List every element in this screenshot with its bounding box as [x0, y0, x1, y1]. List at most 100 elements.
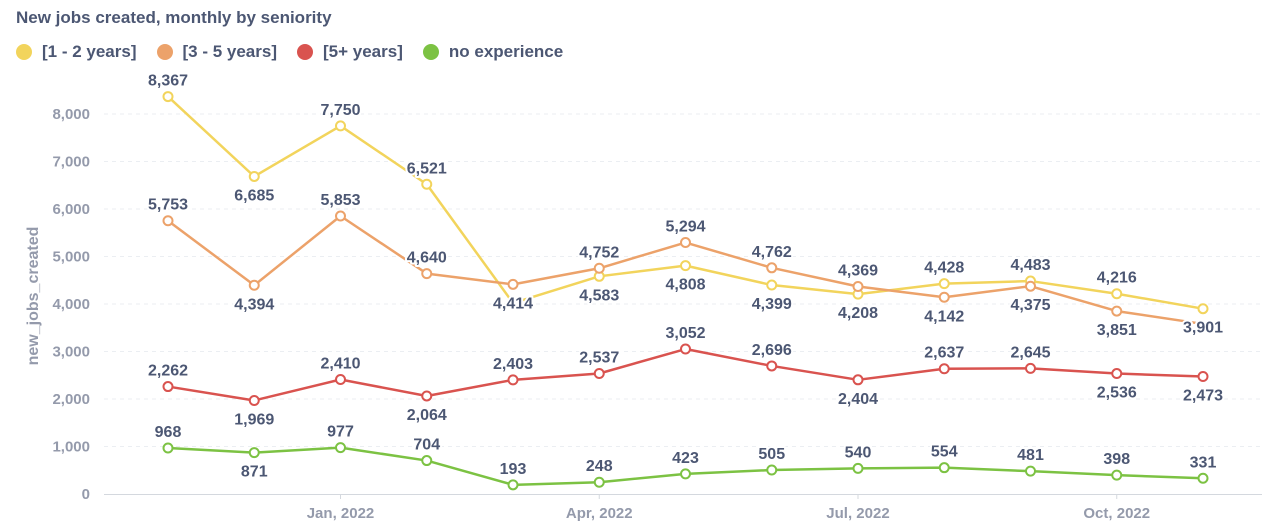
data-point[interactable] [938, 363, 950, 375]
y-tick-label: 7,000 [52, 154, 90, 171]
data-label: 4,142 [924, 308, 964, 325]
data-point[interactable] [248, 170, 260, 182]
data-point[interactable] [680, 468, 691, 480]
legend-item-3-5-years[interactable]: [3 - 5 years] [156, 42, 278, 62]
data-point[interactable] [766, 279, 778, 291]
legend-item-1-2-years[interactable]: [1 - 2 years] [16, 42, 137, 62]
legend-dot-3-5-years [156, 44, 173, 60]
data-label: 554 [931, 444, 958, 461]
data-point[interactable] [766, 360, 778, 372]
data-point[interactable] [162, 442, 174, 454]
data-label: 968 [155, 424, 182, 441]
data-point[interactable] [162, 381, 174, 393]
data-point[interactable] [938, 278, 950, 290]
data-point[interactable] [507, 374, 519, 386]
legend-label-no-experience: no experience [448, 42, 564, 61]
data-label: 7,750 [320, 102, 360, 119]
data-point[interactable] [1197, 472, 1209, 484]
data-point[interactable] [938, 462, 950, 474]
data-label: 5,294 [665, 219, 705, 236]
data-point[interactable] [248, 394, 260, 406]
y-axis-title: new_jobs_created [25, 227, 42, 366]
data-point[interactable] [1025, 362, 1036, 374]
data-label: 1,969 [234, 411, 274, 428]
data-label: 4,216 [1097, 270, 1137, 287]
data-label: 4,369 [838, 262, 878, 279]
data-label: 398 [1103, 451, 1130, 468]
data-point[interactable] [1197, 303, 1209, 315]
data-label: 4,428 [924, 260, 964, 277]
data-point[interactable] [680, 260, 691, 272]
data-point[interactable] [1111, 469, 1123, 481]
data-label: 2,637 [924, 345, 964, 362]
data-point[interactable] [1111, 288, 1123, 300]
y-tick-label: 6,000 [52, 201, 90, 218]
data-point[interactable] [421, 178, 433, 190]
data-label: 4,808 [665, 277, 705, 294]
legend-label-3-5-years: [3 - 5 years] [182, 42, 278, 61]
data-point[interactable] [680, 343, 691, 355]
data-point[interactable] [507, 479, 519, 491]
data-label: 505 [758, 446, 785, 463]
data-point[interactable] [421, 390, 433, 402]
data-label: 2,696 [752, 342, 792, 359]
data-point[interactable] [335, 374, 346, 386]
data-label: 2,064 [407, 407, 447, 424]
data-label: 5,853 [320, 192, 360, 209]
data-point[interactable] [248, 447, 260, 459]
chart-title: New jobs created, monthly by seniority [16, 8, 332, 27]
legend-item-no-experience[interactable]: no experience [422, 42, 564, 62]
y-tick-label: 2,000 [52, 391, 90, 408]
data-point[interactable] [852, 280, 864, 292]
data-point[interactable] [1197, 371, 1209, 383]
data-point[interactable] [852, 374, 864, 386]
data-point[interactable] [1111, 368, 1123, 380]
legend-item-5-plus-years[interactable]: [5+ years] [297, 42, 403, 62]
data-point[interactable] [766, 464, 778, 476]
data-point[interactable] [162, 215, 174, 227]
data-point[interactable] [421, 268, 433, 280]
data-point[interactable] [938, 291, 950, 303]
data-point[interactable] [593, 367, 605, 379]
legend-label-5-plus-years: [5+ years] [323, 42, 403, 61]
data-point[interactable] [1025, 465, 1036, 477]
data-label: 4,483 [1010, 257, 1050, 274]
data-label: 2,537 [579, 349, 619, 366]
y-tick-label: 1,000 [52, 439, 90, 456]
data-point[interactable] [248, 279, 260, 291]
data-label: 2,262 [148, 363, 188, 380]
data-point[interactable] [766, 262, 778, 274]
data-point[interactable] [1111, 305, 1123, 317]
data-point[interactable] [593, 476, 605, 488]
data-label: 2,403 [493, 356, 533, 373]
data-point[interactable] [335, 210, 346, 222]
data-label: 4,640 [407, 250, 447, 267]
data-label: 871 [241, 464, 268, 481]
legend: [1 - 2 years] [3 - 5 years] [5+ years] n… [16, 42, 563, 62]
data-label: 2,404 [838, 391, 878, 408]
data-point[interactable] [335, 120, 346, 132]
data-label: 6,521 [407, 160, 447, 177]
data-point[interactable] [852, 462, 864, 474]
data-point[interactable] [680, 237, 691, 249]
data-point[interactable] [593, 262, 605, 274]
data-label: 3,052 [665, 325, 705, 342]
y-tick-label: 5,000 [52, 249, 90, 266]
data-label: 704 [413, 437, 440, 454]
y-tick-label: 3,000 [52, 344, 90, 361]
data-label: 540 [845, 444, 872, 461]
data-label: 5,753 [148, 197, 188, 214]
data-point[interactable] [1025, 280, 1036, 292]
x-tick-label: Jul, 2022 [826, 505, 889, 522]
data-label: 977 [327, 424, 354, 441]
y-tick-label: 8,000 [52, 106, 90, 123]
data-point[interactable] [335, 442, 346, 454]
data-label: 2,536 [1097, 385, 1137, 402]
data-label: 481 [1017, 447, 1044, 464]
data-point[interactable] [162, 91, 174, 103]
data-point[interactable] [507, 278, 519, 290]
x-tick-label: Oct, 2022 [1083, 505, 1150, 522]
data-point[interactable] [421, 455, 433, 467]
data-label: 331 [1190, 454, 1217, 471]
